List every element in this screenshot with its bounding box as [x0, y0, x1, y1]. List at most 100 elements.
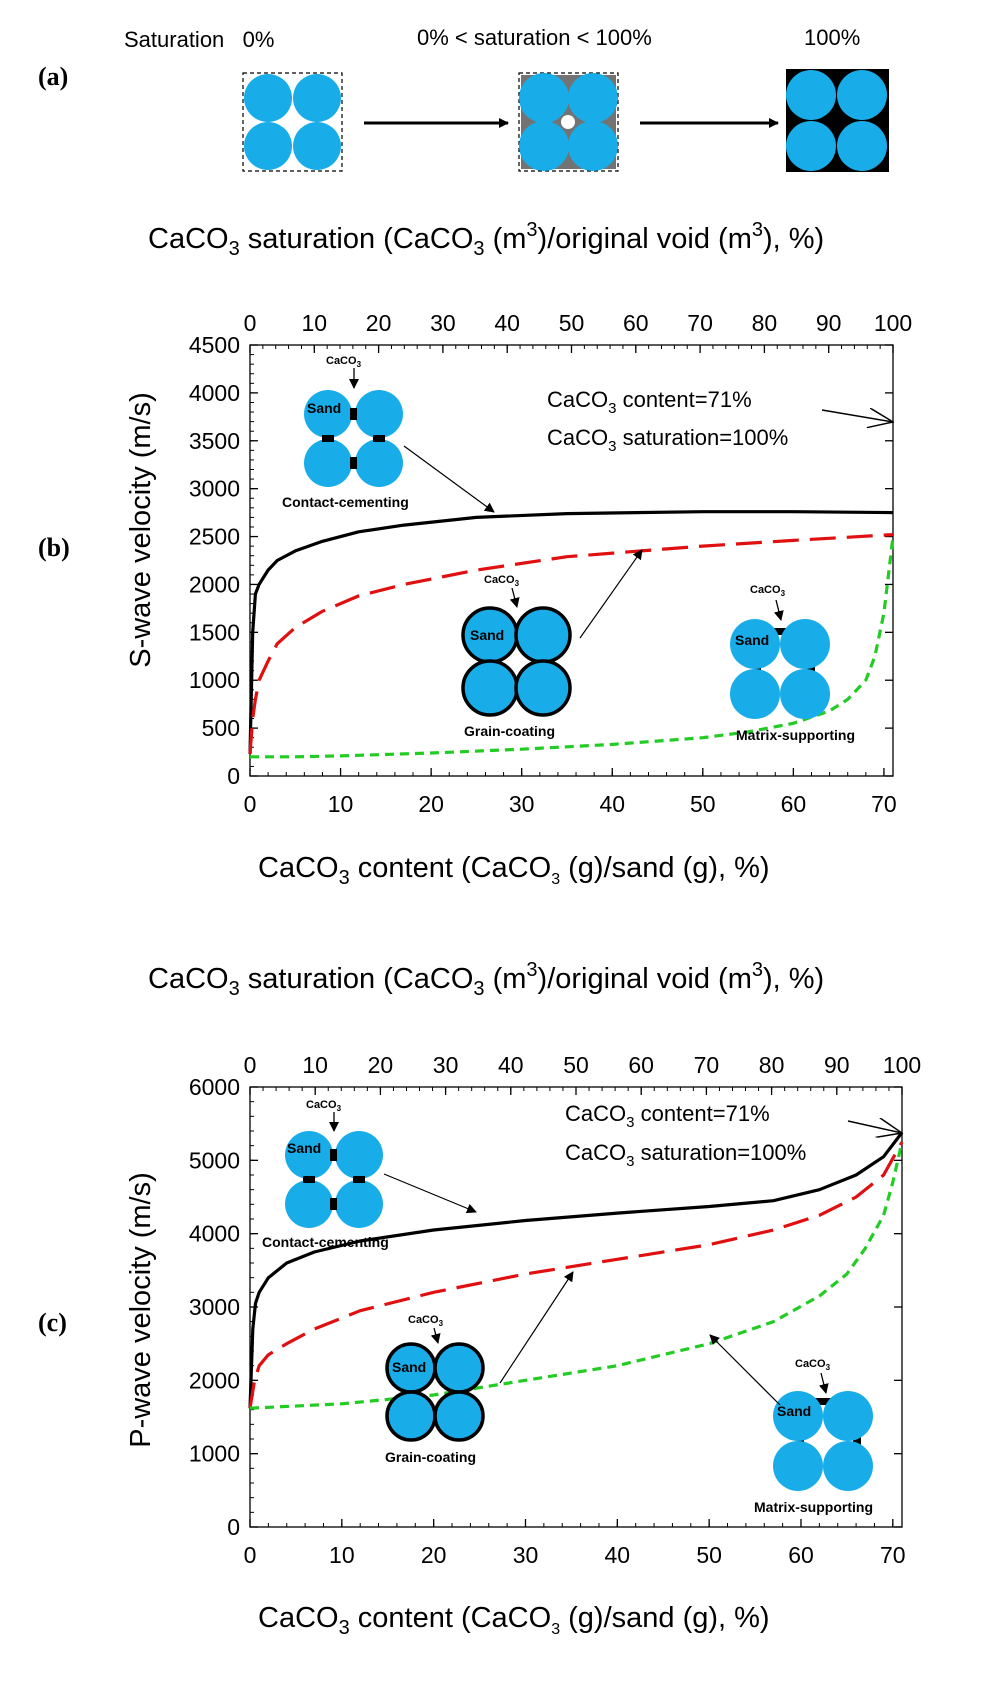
target-note-c-1: CaCO3 content=71%	[565, 1101, 770, 1131]
b-x-tick-label-3: 30	[509, 791, 535, 817]
svg-text:CaCO3: CaCO3	[408, 1314, 444, 1328]
c-y-tick-label-6: 6000	[189, 1074, 240, 1100]
b-y-tick-label-5: 2500	[189, 524, 240, 550]
c-x-tick-label-3: 30	[513, 1542, 539, 1568]
svg-text:Sand: Sand	[307, 400, 341, 416]
b-y-tick-label-0: 0	[227, 763, 240, 789]
c-x-tick-label-4: 40	[605, 1542, 631, 1568]
pack-empty	[242, 72, 343, 172]
panel-a: (a) Saturation 0% 0% < saturation < 100%…	[38, 25, 889, 172]
svg-text:Sand: Sand	[777, 1403, 811, 1419]
b-top-tick-label-6: 60	[623, 310, 649, 336]
b-top-tick-label-1: 10	[302, 310, 328, 336]
c-grain-coating-line	[248, 1141, 904, 1409]
svg-text:Sand: Sand	[470, 627, 504, 643]
b-y-tick-label-7: 3500	[189, 428, 240, 454]
svg-text:Contact-cementing: Contact-cementing	[282, 494, 409, 510]
b-top-tick-label-8: 80	[752, 310, 778, 336]
b-x-tick-label-5: 50	[690, 791, 716, 817]
target-note-b-2: CaCO3 saturation=100%	[547, 425, 788, 455]
x-axis-title-c: CaCO3 content (CaCO3 (g)/sand (g), %)	[258, 1602, 770, 1639]
svg-text:CaCO3: CaCO3	[306, 1099, 342, 1113]
target-note-c-2: CaCO3 saturation=100%	[565, 1140, 806, 1170]
panel-a-letter: (a)	[38, 62, 68, 91]
c-y-tick-label-1: 1000	[189, 1441, 240, 1467]
c-x-tick-label-1: 10	[329, 1542, 355, 1568]
c-x-tick-label-6: 60	[788, 1542, 814, 1568]
c-x-tick-label-7: 70	[880, 1542, 906, 1568]
c-top-tick-label-3: 30	[433, 1052, 459, 1078]
chart-s-wave: (b) CaCO3 saturation (CaCO3 (m3)/origina…	[38, 219, 912, 889]
b-top-tick-label-9: 90	[816, 310, 842, 336]
b-top-tick-label-10: 100	[874, 310, 912, 336]
x-axis-title-b: CaCO3 content (CaCO3 (g)/sand (g), %)	[258, 852, 770, 889]
svg-text:CaCO3: CaCO3	[484, 574, 520, 588]
saturation-partial-label: 0% < saturation < 100%	[417, 25, 652, 50]
c-x-tick-label-2: 20	[421, 1542, 447, 1568]
c-y-tick-label-4: 4000	[189, 1221, 240, 1247]
b-y-tick-label-2: 1000	[189, 667, 240, 693]
b-top-tick-label-0: 0	[244, 310, 257, 336]
svg-text:CaCO3: CaCO3	[326, 355, 362, 369]
c-y-tick-label-5: 5000	[189, 1147, 240, 1173]
top-axis-title-b: CaCO3 saturation (CaCO3 (m3)/original vo…	[148, 219, 824, 260]
b-matrix-supporting-line	[250, 536, 895, 759]
c-x-tick-label-0: 0	[244, 1542, 257, 1568]
b-x-tick-label-7: 70	[871, 791, 897, 817]
pack-partial	[518, 72, 619, 172]
c-top-tick-label-7: 70	[694, 1052, 720, 1078]
b-contact-cementing-line	[248, 510, 894, 755]
panel-b-letter: (b)	[38, 533, 70, 562]
y-axis-title-c: P-wave velocity (m/s)	[125, 1172, 157, 1448]
b-y-tick-label-1: 500	[202, 715, 240, 741]
c-top-tick-label-8: 80	[759, 1052, 785, 1078]
b-x-tick-label-0: 0	[244, 791, 257, 817]
inset-contact-c: CaCO3 Sand Contact-cementing	[262, 1099, 477, 1250]
inset-coating-c: CaCO3 Sand Grain-coating	[385, 1271, 574, 1465]
target-arrow-b	[821, 410, 893, 422]
b-y-tick-label-6: 3000	[189, 476, 240, 502]
y-axis-title-b: S-wave velocity (m/s)	[125, 392, 157, 668]
c-top-tick-label-5: 50	[563, 1052, 589, 1078]
saturation-0-label: Saturation 0%	[124, 27, 274, 52]
b-y-tick-label-4: 2000	[189, 571, 240, 597]
target-arrow-c	[847, 1121, 902, 1133]
b-top-tick-label-5: 50	[559, 310, 585, 336]
inset-matrix-b: CaCO3 Sand Matrix-supporting	[730, 584, 855, 743]
b-x-tick-label-2: 20	[418, 791, 444, 817]
b-y-tick-label-8: 4000	[189, 380, 240, 406]
svg-text:Sand: Sand	[392, 1359, 426, 1375]
c-x-tick-label-5: 50	[696, 1542, 722, 1568]
c-top-tick-label-1: 10	[302, 1052, 328, 1078]
svg-text:Matrix-supporting: Matrix-supporting	[754, 1499, 873, 1515]
top-axis-title-c: CaCO3 saturation (CaCO3 (m3)/original vo…	[148, 959, 824, 1000]
b-x-tick-label-6: 60	[781, 791, 807, 817]
b-y-tick-label-3: 1500	[189, 619, 240, 645]
inset-contact-b: CaCO3 Sand Contact-cementing	[282, 355, 495, 513]
c-y-tick-label-0: 0	[227, 1514, 240, 1540]
c-top-tick-label-9: 90	[824, 1052, 850, 1078]
svg-text:Contact-cementing: Contact-cementing	[262, 1234, 389, 1250]
svg-text:Grain-coating: Grain-coating	[464, 723, 555, 739]
b-top-tick-label-3: 30	[430, 310, 456, 336]
svg-text:Matrix-supporting: Matrix-supporting	[736, 727, 855, 743]
c-contact-cementing-line	[248, 1131, 904, 1409]
b-top-tick-label-2: 20	[366, 310, 392, 336]
c-y-tick-label-3: 3000	[189, 1294, 240, 1320]
panel-c-letter: (c)	[38, 1308, 67, 1337]
c-top-tick-label-10: 100	[883, 1052, 921, 1078]
svg-text:Sand: Sand	[287, 1140, 321, 1156]
saturation-100-label: 100%	[804, 25, 860, 50]
c-top-tick-label-6: 60	[628, 1052, 654, 1078]
inset-matrix-c: CaCO3 Sand Matrix-supporting	[709, 1334, 873, 1515]
inset-coating-b: CaCO3 Sand Grain-coating	[461, 549, 643, 739]
chart-p-wave: (c) CaCO3 saturation (CaCO3 (m3)/origina…	[38, 959, 921, 1639]
b-top-tick-label-7: 70	[687, 310, 713, 336]
c-top-tick-label-0: 0	[244, 1052, 257, 1078]
b-grain-coating-line	[248, 533, 894, 755]
b-top-tick-label-4: 40	[494, 310, 520, 336]
svg-text:CaCO3: CaCO3	[795, 1358, 831, 1372]
svg-text:Sand: Sand	[735, 632, 769, 648]
c-y-tick-label-2: 2000	[189, 1367, 240, 1393]
